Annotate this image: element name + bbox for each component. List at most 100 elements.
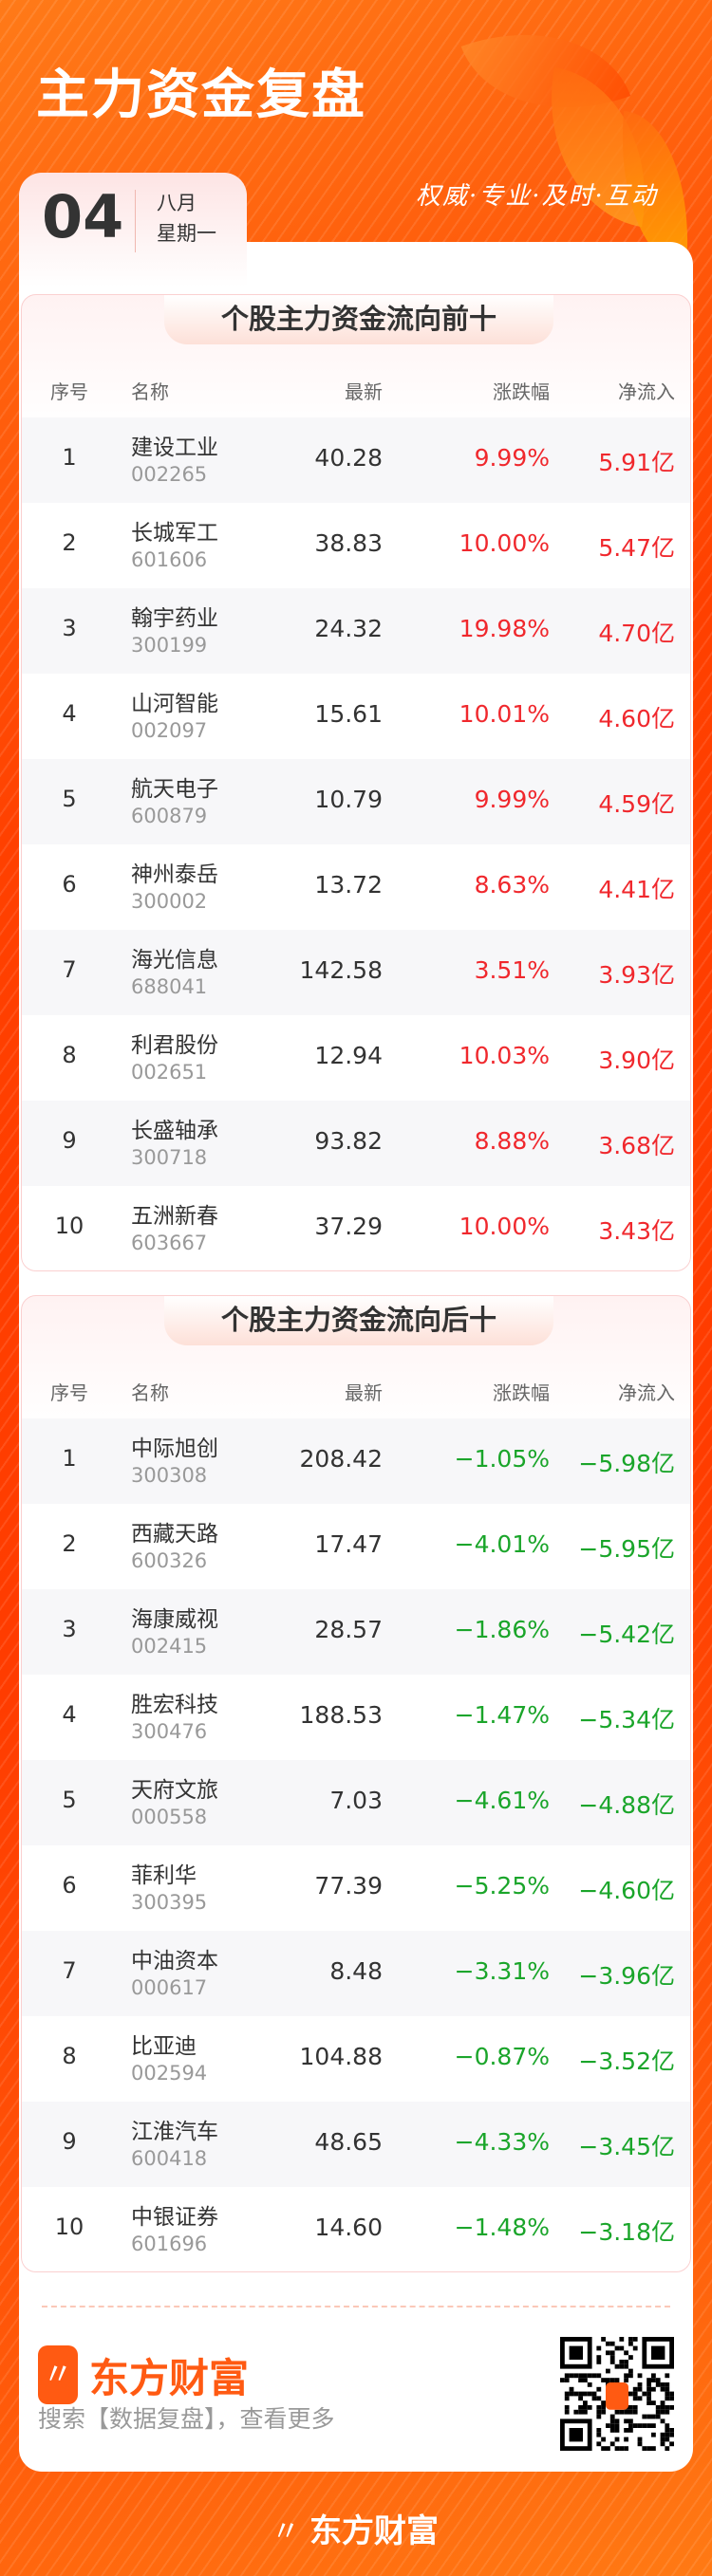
- net-inflow: 5.47亿: [598, 534, 675, 562]
- table-row[interactable]: 5 航天电子 600879 10.79 9.99% 4.59亿: [22, 759, 690, 844]
- latest-price: 15.61: [314, 700, 383, 728]
- latest-price: 93.82: [314, 1127, 383, 1155]
- row-seq: 10: [54, 2214, 84, 2240]
- table-row[interactable]: 10 中银证券 601696 14.60 −1.48% −3.18亿: [22, 2187, 690, 2272]
- stock-name: 长盛轴承: [131, 1119, 218, 1143]
- change-percent: −1.47%: [454, 1701, 550, 1729]
- column-header-seq: 序号: [50, 1381, 88, 1404]
- stock-code: 300476: [131, 1720, 208, 1743]
- brand-logo: 〃 东方财富: [38, 2345, 249, 2404]
- row-seq: 4: [62, 1701, 77, 1728]
- table-row[interactable]: 8 比亚迪 002594 104.88 −0.87% −3.52亿: [22, 2016, 690, 2102]
- column-header-latest: 最新: [345, 1381, 383, 1404]
- stock-code: 002415: [131, 1635, 208, 1658]
- table-row[interactable]: 9 江淮汽车 600418 48.65 −4.33% −3.45亿: [22, 2102, 690, 2187]
- change-percent: 10.00%: [459, 1213, 550, 1240]
- table-row[interactable]: 5 天府文旅 000558 7.03 −4.61% −4.88亿: [22, 1760, 690, 1845]
- row-seq: 3: [62, 1616, 77, 1642]
- column-header-net: 净流入: [618, 1381, 675, 1404]
- net-inflow: 3.90亿: [598, 1047, 675, 1074]
- row-seq: 9: [62, 1127, 77, 1154]
- row-seq: 7: [62, 956, 77, 983]
- change-percent: −0.87%: [454, 2043, 550, 2070]
- stock-name: 长城军工: [131, 521, 218, 546]
- change-percent: −1.86%: [454, 1616, 550, 1643]
- stock-name: 海康威视: [131, 1607, 218, 1632]
- change-percent: −5.25%: [454, 1872, 550, 1900]
- date-month: 八月: [157, 192, 197, 214]
- bottom-inflow-section: 个股主力资金流向后十 序号 名称 最新 涨跌幅 净流入 1 中际旭创 300308 208.42…: [21, 1295, 691, 2272]
- latest-price: 24.32: [314, 615, 383, 642]
- stock-name: 利君股份: [131, 1033, 218, 1058]
- change-percent: 9.99%: [474, 786, 550, 813]
- change-percent: −4.61%: [454, 1787, 550, 1814]
- table-row[interactable]: 2 西藏天路 600326 17.47 −4.01% −5.95亿: [22, 1504, 690, 1589]
- latest-price: 40.28: [314, 444, 383, 472]
- table-row[interactable]: 9 长盛轴承 300718 93.82 8.88% 3.68亿: [22, 1101, 690, 1186]
- stock-name: 中际旭创: [131, 1436, 218, 1461]
- qr-code-icon[interactable]: [560, 2336, 674, 2452]
- latest-price: 10.79: [314, 786, 383, 813]
- latest-price: 208.42: [299, 1445, 383, 1473]
- column-header-change: 涨跌幅: [493, 1381, 550, 1404]
- row-seq: 4: [62, 700, 77, 727]
- table-row[interactable]: 4 山河智能 002097 15.61 10.01% 4.60亿: [22, 674, 690, 759]
- net-inflow: 3.68亿: [598, 1132, 675, 1159]
- net-inflow: −5.34亿: [578, 1706, 675, 1733]
- stock-code: 000617: [131, 1976, 208, 1999]
- table-row[interactable]: 4 胜宏科技 300476 188.53 −1.47% −5.34亿: [22, 1675, 690, 1760]
- stock-code: 002594: [131, 2062, 208, 2085]
- table-row[interactable]: 7 中油资本 000617 8.48 −3.31% −3.96亿: [22, 1931, 690, 2016]
- stock-code: 600418: [131, 2147, 208, 2170]
- row-seq: 10: [54, 1213, 84, 1239]
- stock-code: 601606: [131, 548, 208, 571]
- column-header-seq: 序号: [50, 380, 88, 403]
- row-seq: 2: [62, 1530, 77, 1557]
- table-row[interactable]: 1 建设工业 002265 40.28 9.99% 5.91亿: [22, 417, 690, 503]
- row-seq: 6: [62, 1872, 77, 1899]
- stock-name: 胜宏科技: [131, 1693, 218, 1717]
- change-percent: −1.48%: [454, 2214, 550, 2241]
- row-seq: 3: [62, 615, 77, 641]
- net-inflow: 3.93亿: [598, 961, 675, 989]
- latest-price: 104.88: [299, 2043, 383, 2070]
- stock-code: 000558: [131, 1806, 208, 1828]
- table-row[interactable]: 6 神州泰岳 300002 13.72 8.63% 4.41亿: [22, 844, 690, 930]
- table-row[interactable]: 7 海光信息 688041 142.58 3.51% 3.93亿: [22, 930, 690, 1015]
- column-header-name: 名称: [131, 380, 169, 403]
- column-header-net: 净流入: [618, 380, 675, 403]
- stock-name: 中油资本: [131, 1949, 218, 1974]
- net-inflow: −3.45亿: [578, 2133, 675, 2160]
- page-title: 主力资金复盘: [36, 65, 366, 126]
- table-row[interactable]: 2 长城军工 601606 38.83 10.00% 5.47亿: [22, 503, 690, 588]
- row-seq: 9: [62, 2128, 77, 2155]
- net-inflow: −5.95亿: [578, 1535, 675, 1563]
- change-percent: 3.51%: [474, 956, 550, 984]
- latest-price: 28.57: [314, 1616, 383, 1643]
- footer-brand-name: 东方财富: [309, 2512, 439, 2550]
- stock-name: 建设工业: [131, 436, 218, 460]
- table-row[interactable]: 10 五洲新春 603667 37.29 10.00% 3.43亿: [22, 1186, 690, 1271]
- latest-price: 14.60: [314, 2214, 383, 2241]
- search-hint: 搜索【数据复盘】，查看更多: [38, 2405, 335, 2433]
- stock-name: 菲利华: [131, 1863, 197, 1888]
- table-row[interactable]: 3 翰宇药业 300199 24.32 19.98% 4.70亿: [22, 588, 690, 674]
- stock-code: 002651: [131, 1061, 208, 1084]
- net-inflow: −4.88亿: [578, 1791, 675, 1819]
- net-inflow: 4.70亿: [598, 620, 675, 647]
- table-row[interactable]: 3 海康威视 002415 28.57 −1.86% −5.42亿: [22, 1589, 690, 1675]
- change-percent: 10.03%: [459, 1042, 550, 1069]
- table-row[interactable]: 6 菲利华 300395 77.39 −5.25% −4.60亿: [22, 1845, 690, 1931]
- section-title: 个股主力资金流向前十: [164, 295, 553, 344]
- stock-code: 601696: [131, 2233, 208, 2255]
- change-percent: −1.05%: [454, 1445, 550, 1473]
- column-header-change: 涨跌幅: [493, 380, 550, 403]
- stock-code: 002097: [131, 719, 208, 742]
- table-row[interactable]: 1 中际旭创 300308 208.42 −1.05% −5.98亿: [22, 1418, 690, 1504]
- table-row[interactable]: 8 利君股份 002651 12.94 10.03% 3.90亿: [22, 1015, 690, 1101]
- stock-code: 600879: [131, 805, 208, 827]
- latest-price: 142.58: [299, 956, 383, 984]
- stock-name: 航天电子: [131, 777, 218, 802]
- date-day: 04: [42, 182, 124, 251]
- column-header-name: 名称: [131, 1381, 169, 1404]
